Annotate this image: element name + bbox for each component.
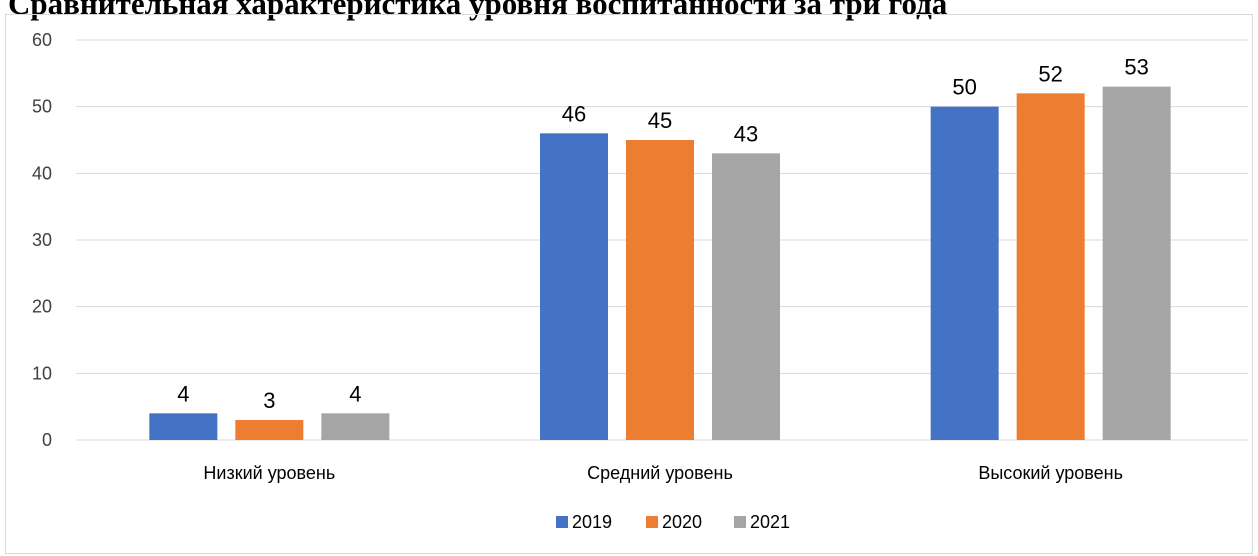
category-label: Высокий уровень (978, 463, 1123, 483)
chart-frame (5, 14, 1253, 554)
legend-label: 2019 (572, 512, 612, 532)
legend-swatch (734, 516, 746, 528)
y-tick-label: 0 (42, 430, 52, 450)
bar (1016, 93, 1085, 440)
chart-title: Сравнительная характеристика уровня восп… (8, 0, 948, 21)
bar (540, 133, 608, 441)
legend-label: 2021 (750, 512, 790, 532)
data-label: 50 (952, 75, 976, 100)
data-label: 43 (734, 121, 758, 146)
data-label: 53 (1124, 55, 1148, 80)
data-label: 52 (1038, 61, 1062, 86)
y-tick-label: 50 (32, 97, 52, 117)
y-tick-label: 20 (32, 297, 52, 317)
bars (149, 86, 1171, 441)
data-label: 4 (349, 381, 361, 406)
legend-label: 2020 (662, 512, 702, 532)
data-label: 4 (177, 381, 189, 406)
legend-swatch (646, 516, 658, 528)
bar (321, 413, 390, 440)
legend: 2019 2020 2021 (556, 512, 790, 532)
y-tick-label: 10 (32, 363, 52, 383)
legend-swatch (556, 516, 568, 528)
bar (1102, 86, 1171, 441)
category-label: Низкий уровень (203, 463, 335, 483)
y-tick-label: 30 (32, 230, 52, 250)
data-label: 46 (562, 101, 586, 126)
y-tick-label: 60 (32, 30, 52, 50)
bar (930, 106, 999, 441)
bar (149, 413, 218, 440)
category-labels: Низкий уровень Средний уровень Высокий уро… (203, 463, 1123, 483)
bar (626, 140, 694, 440)
y-tick-label: 40 (32, 163, 52, 183)
bar (712, 153, 780, 441)
y-axis-ticks: 0 10 20 30 40 50 60 (32, 30, 52, 450)
bar (235, 420, 304, 440)
data-label: 45 (648, 108, 672, 133)
data-label: 3 (263, 388, 275, 413)
category-label: Средний уровень (587, 463, 733, 483)
